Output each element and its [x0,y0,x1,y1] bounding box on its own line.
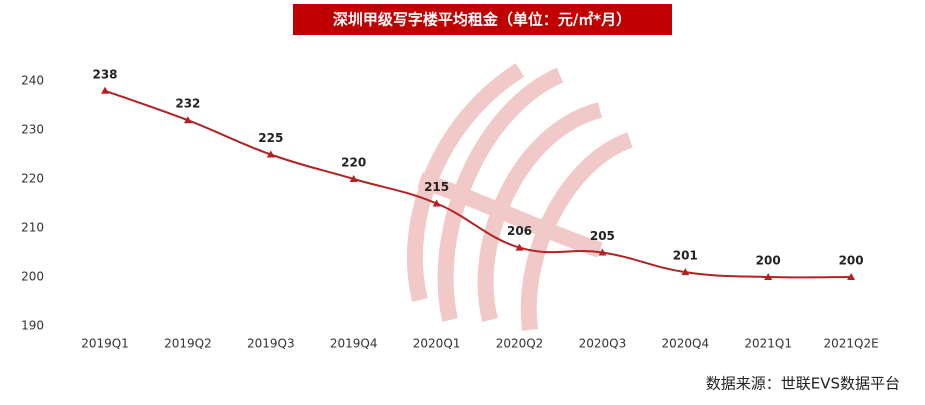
x-tick-label: 2020Q2 [496,337,544,351]
value-label: 200 [756,254,781,268]
marker [598,248,607,256]
x-tick-label: 2021Q1 [744,337,792,351]
y-tick-label: 200 [21,270,44,284]
y-tick-label: 220 [21,172,44,186]
y-tick-label: 210 [21,221,44,235]
marker [432,199,441,207]
source: 数据来源：世联EVS数据平台 [706,375,900,393]
x-tick-label: 2020Q1 [413,337,461,351]
value-label: 225 [258,131,283,145]
y-tick-label: 240 [21,74,44,88]
title-box [293,4,672,35]
value-label: 206 [507,224,532,238]
value-label: 200 [839,254,864,268]
marker [266,150,275,158]
x-tick-label: 2020Q3 [579,337,627,351]
value-label: 205 [590,229,615,243]
value-label: 232 [175,97,200,111]
marker [101,86,109,94]
watermark [406,63,633,331]
x-tick-label: 2019Q2 [164,337,212,351]
x-tick-label: 2019Q3 [247,337,295,351]
marker [349,175,358,182]
x-tick-label: 2019Q1 [81,337,129,351]
value-label: 220 [341,156,366,170]
value-label: 201 [673,249,698,263]
y-tick-label: 230 [21,123,44,137]
value-label: 238 [92,67,117,81]
marker [183,116,192,124]
x-tick-label: 2021Q2E [823,337,878,351]
series-line [104,89,852,279]
x-tick-label: 2019Q4 [330,337,378,351]
marker [764,273,773,280]
x-tick-label: 2020Q4 [661,337,709,351]
marker [515,243,524,251]
marker [847,273,856,280]
y-tick-label: 190 [21,319,44,333]
value-label: 215 [424,180,449,194]
chart-title: 深圳甲级写字楼平均租金（单位：元/㎡*月） [333,11,631,29]
marker [681,268,690,276]
